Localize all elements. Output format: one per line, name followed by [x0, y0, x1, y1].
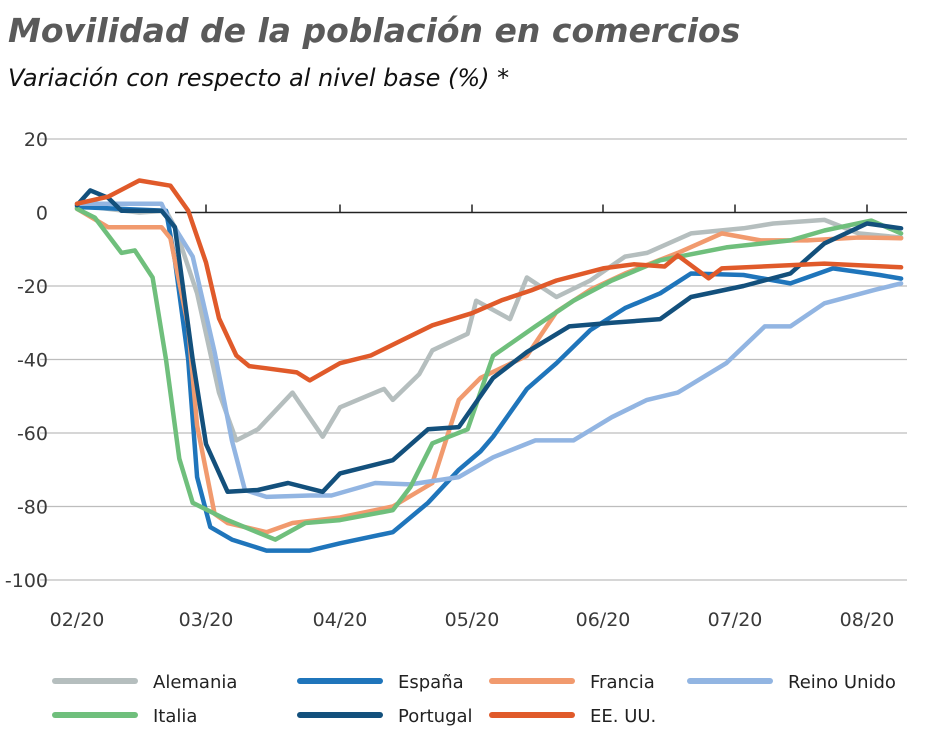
- legend-label: EE. UU.: [590, 706, 656, 727]
- y-tick-label: -100: [5, 570, 48, 592]
- series-line-alemania: [74, 202, 904, 443]
- y-tick-label: -20: [17, 276, 48, 298]
- legend-item: Portugal: [297, 706, 473, 727]
- y-axis: 20 0 -20 -40 -60 -80 -100: [5, 129, 48, 592]
- x-tick-label: 05/20: [445, 609, 500, 631]
- x-tick-label: 04/20: [313, 609, 368, 631]
- legend-label: Portugal: [398, 706, 473, 727]
- y-tick-label: -60: [17, 423, 48, 445]
- legend-label: España: [398, 672, 464, 693]
- series-line-italia: [74, 206, 904, 542]
- x-tick-label: 08/20: [840, 609, 895, 631]
- gridlines: [40, 138, 907, 581]
- x-axis: 02/20 03/20 04/20 05/20 06/20 07/20 08/20: [50, 204, 907, 631]
- legend: Alemania España Francia Reino Unido Italia Po…: [52, 672, 896, 727]
- y-tick-label: 0: [36, 203, 48, 225]
- legend-item: Reino Unido: [687, 672, 896, 693]
- chart-title: Movilidad de la población en comercios: [8, 11, 740, 50]
- series-line-reino-unido: [74, 201, 904, 500]
- legend-item: Italia: [52, 706, 197, 727]
- y-tick-label: -40: [17, 350, 48, 372]
- x-tick-label: 06/20: [576, 609, 631, 631]
- legend-item: España: [297, 672, 464, 693]
- legend-label: Italia: [153, 706, 197, 727]
- legend-label: Reino Unido: [788, 672, 896, 693]
- series-line-ee-uu-: [74, 178, 904, 383]
- x-tick-label: 03/20: [179, 609, 234, 631]
- legend-item: EE. UU.: [489, 706, 656, 727]
- legend-item: Francia: [489, 672, 655, 693]
- y-tick-label: 20: [24, 129, 48, 151]
- series-line-portugal: [74, 188, 904, 495]
- legend-label: Francia: [590, 672, 655, 693]
- chart-subtitle: Variación con respecto al nivel base (%)…: [8, 64, 509, 92]
- x-tick-label: 07/20: [708, 609, 763, 631]
- series-lines: [74, 178, 904, 553]
- x-tick-label: 02/20: [50, 609, 105, 631]
- series-line-espa-a: [74, 204, 904, 553]
- legend-label: Alemania: [153, 672, 237, 693]
- y-tick-label: -80: [17, 497, 48, 519]
- legend-item: Alemania: [52, 672, 237, 693]
